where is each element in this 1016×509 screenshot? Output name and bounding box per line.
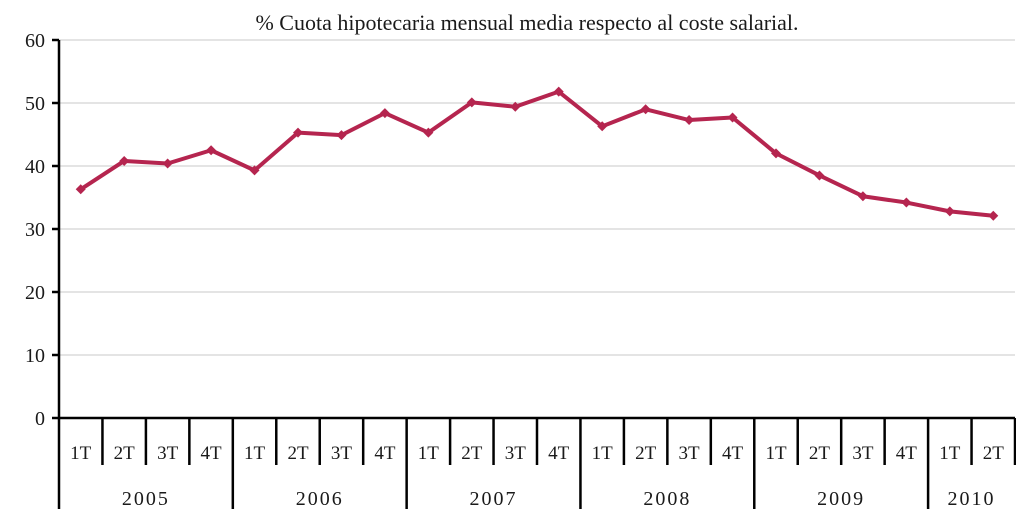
data-point xyxy=(944,206,955,217)
y-tick-label: 20 xyxy=(25,282,45,304)
x-tick-label: 2T xyxy=(809,443,831,464)
x-tick-label: 4T xyxy=(896,443,918,464)
data-point xyxy=(293,127,303,138)
y-tick-label: 40 xyxy=(25,156,45,178)
data-point xyxy=(988,210,999,221)
data-point xyxy=(75,184,86,195)
x-tick-label: 1T xyxy=(70,443,92,464)
data-point xyxy=(597,121,608,132)
x-tick-label: 2T xyxy=(461,443,483,464)
y-tick-label: 30 xyxy=(25,219,45,241)
x-tick-label: 3T xyxy=(331,443,353,464)
x-tick-label: 2T xyxy=(287,443,309,464)
x-tick-label: 1T xyxy=(244,443,266,464)
y-tick-label: 50 xyxy=(25,93,45,115)
y-tick-label: 0 xyxy=(35,408,45,430)
data-point xyxy=(771,148,781,159)
year-label: 2007 xyxy=(470,488,518,509)
year-label: 2010 xyxy=(948,488,996,509)
series-line xyxy=(78,89,996,218)
y-tick-label: 10 xyxy=(25,345,45,367)
chart-title: % Cuota hipotecaria mensual media respec… xyxy=(255,10,798,35)
x-tick-label: 1T xyxy=(765,443,787,464)
data-point xyxy=(249,165,260,176)
data-point xyxy=(814,170,825,181)
y-axis-ticks: 0 10 20 30 40 50 60 xyxy=(25,30,59,430)
x-tick-label: 1T xyxy=(939,443,961,464)
data-point xyxy=(466,97,477,108)
x-tick-label: 3T xyxy=(852,443,874,464)
x-tick-label: 4T xyxy=(374,443,396,464)
data-point xyxy=(206,145,217,156)
data-point xyxy=(510,101,521,112)
y-tick-label: 60 xyxy=(25,30,45,52)
year-label: 2009 xyxy=(817,488,865,509)
x-tick-label: 2T xyxy=(983,443,1005,464)
x-tick-label: 4T xyxy=(722,443,744,464)
year-label: 2008 xyxy=(643,488,691,509)
x-tick-label: 4T xyxy=(201,443,223,464)
x-tick-label: 1T xyxy=(418,443,440,464)
x-tick-label: 4T xyxy=(548,443,570,464)
x-tick-label: 3T xyxy=(679,443,701,464)
data-point xyxy=(727,112,738,123)
x-tick-label: 1T xyxy=(592,443,614,464)
data-point xyxy=(119,155,130,166)
data-point xyxy=(336,130,347,141)
x-tick-label: 2T xyxy=(635,443,657,464)
x-tick-label: 3T xyxy=(157,443,179,464)
data-point xyxy=(857,191,868,202)
data-point xyxy=(162,158,173,169)
data-point xyxy=(423,127,434,138)
x-axis-ticks: 1T 2T 3T 4T 1T 2T 3T 4T 1T 2T 3T 4T 1T 2T 3T 4T 1T 2T 3T 4T… xyxy=(57,418,1016,509)
gridlines xyxy=(59,39,1015,356)
data-point xyxy=(901,197,912,208)
x-tick-label: 3T xyxy=(505,443,527,464)
plot-area xyxy=(75,86,999,221)
x-tick-label: 2T xyxy=(114,443,136,464)
data-point xyxy=(640,104,651,115)
data-point xyxy=(684,115,695,126)
data-point xyxy=(379,108,390,119)
year-label: 2005 xyxy=(122,488,170,509)
data-point xyxy=(553,86,564,97)
year-label: 2006 xyxy=(296,488,344,509)
